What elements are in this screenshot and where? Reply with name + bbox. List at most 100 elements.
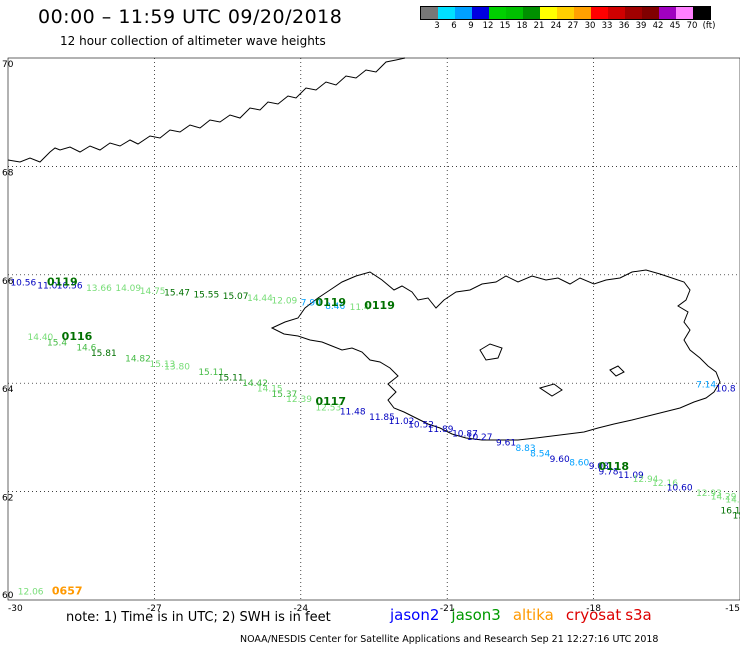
wave-height-obs: 14.15	[257, 384, 283, 394]
satellite-pass: 7.14 10.8	[696, 381, 736, 395]
wave-height-obs: 15.55	[193, 291, 219, 301]
wave-height-obs: 16.11	[720, 506, 740, 516]
satellite-legend: jason2 jason3 altika cryosat s3a	[390, 606, 664, 624]
wave-height-obs: 14.15	[725, 495, 740, 505]
satellite-pass: 7.90 8.46 11.4 0119	[301, 296, 370, 313]
iceland-lakes	[479, 343, 625, 397]
wave-height-obs: 15.81	[91, 349, 117, 359]
satellite-passes: 14.4015.414.615.8114.8215.1313.8015.1115…	[10, 276, 740, 598]
satellite-name: altika	[512, 606, 554, 624]
legend-label: 27	[567, 21, 579, 31]
satellite-name: cryosat	[565, 606, 622, 624]
satellite-pass: 0119	[364, 299, 395, 312]
wave-height-obs: 12.53	[315, 403, 341, 413]
legend-swatch	[438, 7, 455, 19]
wave-height-obs: 11.85	[369, 413, 395, 423]
lat-tick-label: 70	[2, 60, 14, 70]
legend-label: 6	[451, 21, 457, 31]
legend-label: (ft)	[702, 21, 716, 31]
satellite-name: jason2	[390, 606, 440, 624]
legend-swatch	[455, 7, 472, 19]
wave-height-obs: 14.6	[76, 344, 96, 354]
legend-label: 21	[533, 21, 545, 31]
wave-height-obs: 9.78	[598, 467, 618, 477]
map-title: 00:00 – 11:59 UTC 09/20/2018	[38, 6, 343, 28]
wave-height-obs: 10.56	[57, 281, 83, 291]
wave-height-obs: 14.40	[28, 333, 54, 343]
legend-label: 3	[434, 21, 440, 31]
wave-height-obs: 12.93	[696, 489, 722, 499]
legend-label: 24	[550, 21, 562, 31]
wave-height-obs: 15.37	[272, 390, 298, 400]
wave-height-obs: 9.61	[496, 439, 516, 449]
pass-time-label: 0119	[315, 296, 346, 309]
legend-swatch	[523, 7, 540, 19]
legend-swatch	[472, 7, 489, 19]
axis-ticks: -30 -27 -24 -21 -18 -15 60 62 64 66 68 70	[2, 60, 740, 614]
legend-label: 9	[468, 21, 474, 31]
wave-height-obs: 10.52	[408, 421, 434, 431]
satellite-name: jason3	[451, 606, 501, 624]
legend-swatch	[642, 7, 659, 19]
lat-tick-label: 60	[2, 591, 14, 601]
wave-height-obs: 12.94	[633, 475, 659, 485]
wave-height-obs: 11.02	[389, 417, 415, 427]
pass-time-label: 0117	[315, 395, 346, 408]
legend-swatch	[540, 7, 557, 19]
legend-swatch	[506, 7, 523, 19]
legend-label: 45	[669, 21, 681, 31]
wave-height-obs: 11.48	[340, 408, 366, 418]
legend-swatch	[591, 7, 608, 19]
wave-height-obs: 13.66	[86, 284, 112, 294]
wave-height-obs: 14.75	[140, 287, 166, 297]
iceland-coast	[270, 269, 721, 441]
legend-swatch	[574, 7, 591, 19]
lat-tick-label: 64	[2, 385, 14, 395]
pass-time-label: 0119	[47, 276, 78, 289]
lat-tick-label: 62	[2, 494, 13, 504]
wave-height-obs: 15.11	[198, 368, 224, 378]
legend-label: 39	[635, 21, 647, 31]
wave-height-obs: 15.11	[218, 373, 244, 383]
legend-label: 42	[652, 21, 664, 31]
wave-height-obs: 15.07	[223, 292, 249, 302]
map-subtitle: 12 hour collection of altimeter wave hei…	[60, 34, 326, 48]
wave-height-obs: 8.54	[530, 449, 550, 459]
legend-label: 36	[618, 21, 630, 31]
wave-height-obs: 9.60	[550, 455, 570, 465]
legend-swatch	[659, 7, 676, 19]
wave-height-obs: 15.47	[164, 288, 190, 298]
legend-swatch	[489, 7, 506, 19]
wave-height-obs: 15.4	[47, 338, 67, 348]
legend-label: 12	[482, 21, 494, 31]
lon-tick-label: -30	[8, 604, 23, 614]
wave-height-obs: 11.09	[618, 471, 644, 481]
legend-swatch	[557, 7, 574, 19]
legend-label: 30	[584, 21, 596, 31]
wave-height-obs: 15.13	[150, 360, 176, 370]
wave-height-obs: 12.09	[272, 297, 298, 307]
legend-swatch	[676, 7, 693, 19]
lon-tick-label: -18	[586, 604, 601, 614]
wave-height-obs: 10.60	[667, 484, 693, 494]
legend-label: 70	[686, 21, 698, 31]
wave-height-obs: 12.39	[286, 395, 312, 405]
lat-tick-label: 68	[2, 168, 14, 178]
lon-tick-label: -21	[440, 604, 455, 614]
wave-height-obs: 10.8	[716, 384, 736, 394]
legend-labels: 3 6 9 12 15 18 21 24 27 30 33 36 39 42 45 70 (ft)	[420, 21, 740, 35]
lat-tick-label: 66	[2, 277, 14, 287]
lon-tick-label: -15	[725, 604, 740, 614]
legend-swatch	[608, 7, 625, 19]
wave-height-obs: 12.16	[652, 479, 678, 489]
legend-label: 15	[499, 21, 511, 31]
legend-label: 33	[601, 21, 613, 31]
color-legend: 3 6 9 12 15 18 21 24 27 30 33 36 39 42 45 70 (ft)	[420, 6, 715, 31]
wave-height-obs: 11.4	[350, 303, 370, 313]
wave-height-obs: 10.87	[452, 429, 478, 439]
satellite-pass: 9.089.78 11.0912.9412.1610.6012.9314.2914…	[589, 460, 740, 522]
lat-lon-grid	[8, 58, 740, 600]
wave-height-obs: 11.89	[428, 425, 454, 435]
